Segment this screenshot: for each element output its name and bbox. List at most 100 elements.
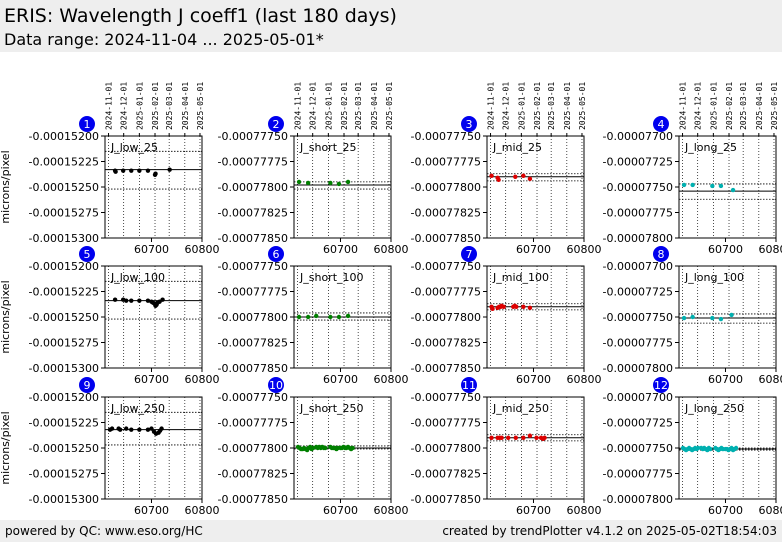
data-point [489,435,494,440]
data-point [124,426,129,431]
date-tick-label: 2025-02-01 [151,82,160,130]
panel-label: J_long_25 [684,141,737,154]
panel-label: J_long_250 [684,402,744,415]
data-point [120,168,126,173]
data-point [513,435,518,440]
data-point [328,180,333,186]
y-tick-label: -0.00007725 [603,156,673,169]
y-tick-label: -0.00007800 [603,493,673,506]
x-tick-label: 60800 [567,504,602,517]
x-tick-label: 60700 [516,373,551,386]
date-tick-label: 2025-05-01 [578,82,587,130]
footer-credit: powered by QC: www.eso.org/HC [5,524,203,538]
data-point [113,169,118,174]
date-tick-label: 2025-04-01 [563,82,572,130]
y-tick-label: -0.00015300 [29,493,99,506]
panel-number: 9 [84,379,91,392]
x-tick-label: 60800 [374,373,409,386]
date-tick-label: 2025-05-01 [196,82,205,130]
panel-label: J_mid_25 [492,141,542,154]
plot-frame [486,396,585,500]
y-tick-label: -0.00077825 [218,207,288,220]
data-point [496,177,501,183]
y-tick-label: -0.00077800 [218,442,288,455]
y-tick-label: -0.00015300 [29,362,99,375]
data-point [733,445,739,451]
panel-number-badge [461,246,477,262]
panel-number: 4 [658,118,665,131]
panel-number-badge [268,116,284,132]
data-point [109,426,115,431]
data-point [345,313,351,319]
date-tick-label: 2025-01-01 [709,82,718,130]
data-point [513,174,518,179]
date-tick-label: 2025-03-01 [547,82,556,130]
y-tick-label: -0.00015225 [29,417,99,430]
y-tick-label: -0.00007725 [603,286,673,299]
panel-number-badge [79,116,95,132]
panel-label: J_low_250 [110,402,165,415]
x-tick-label: 60700 [516,243,551,256]
data-point [296,314,302,320]
y-tick-label: -0.00077800 [218,181,288,194]
data-point [160,297,165,302]
panel-label: J_mid_250 [492,402,549,415]
y-tick-label: -0.00077750 [411,391,481,404]
plot-frame [104,135,203,239]
data-point [690,314,695,320]
y-tick-label: -0.00077850 [218,362,288,375]
data-point [730,187,736,193]
panel-number-badge [461,116,477,132]
date-tick-label: 2025-02-01 [725,82,734,130]
date-tick-label: 2025-01-01 [135,82,144,130]
y-tick-label: -0.00077775 [218,156,288,169]
data-point [336,181,342,187]
y-tick-label: -0.00015300 [29,232,99,245]
panel-number: 3 [466,118,473,131]
date-tick-label: 2025-04-01 [755,82,764,130]
date-tick-label: 2025-05-01 [385,82,394,130]
data-point [124,298,129,303]
y-tick-label: -0.00077850 [411,362,481,375]
panel-number-badge [653,377,669,393]
data-point [314,313,319,319]
data-point [129,168,134,173]
y-tick-label: -0.00077800 [411,442,481,455]
trend-plot-grid: -0.00015200 -0.00015225 -0.00015250 -0.0001… [0,82,782,517]
footer-bar: powered by QC: www.eso.org/HC created by… [0,520,782,542]
data-point [695,445,701,451]
panel-number: 7 [466,248,473,261]
y-tick-label: -0.00077800 [411,311,481,324]
y-tick-label: -0.00015275 [29,468,99,481]
y-tick-label: -0.00007750 [603,311,673,324]
data-point [718,316,724,322]
y-axis-label: microns/pixel [0,280,12,353]
y-tick-label: -0.00077850 [218,493,288,506]
panel-label: J_low_25 [110,141,158,154]
header-bar: ERIS: Wavelength J coeff1 (last 180 days… [0,0,782,52]
data-point [489,173,494,178]
data-point [681,182,687,188]
data-point [710,183,715,189]
x-tick-label: 60700 [323,504,358,517]
data-point [328,314,333,320]
y-tick-label: -0.00077825 [411,337,481,350]
data-point [145,168,151,173]
panel-number-badge [653,116,669,132]
plot-frame [104,396,203,500]
panel-label: J_short_100 [299,271,364,284]
y-tick-label: -0.00077775 [218,417,288,430]
data-point [117,427,123,432]
panel-number: 10 [269,379,283,392]
data-point [305,180,311,186]
y-tick-label: -0.00077825 [218,337,288,350]
data-point [542,435,547,440]
data-point [729,312,734,318]
x-tick-label: 60800 [374,504,409,517]
data-point [501,304,506,309]
date-tick-label: 2024-12-01 [120,82,129,130]
x-tick-label: 60800 [567,243,602,256]
x-tick-label: 60800 [374,243,409,256]
panel-label: J_mid_100 [492,271,549,284]
y-tick-label: -0.00015275 [29,207,99,220]
